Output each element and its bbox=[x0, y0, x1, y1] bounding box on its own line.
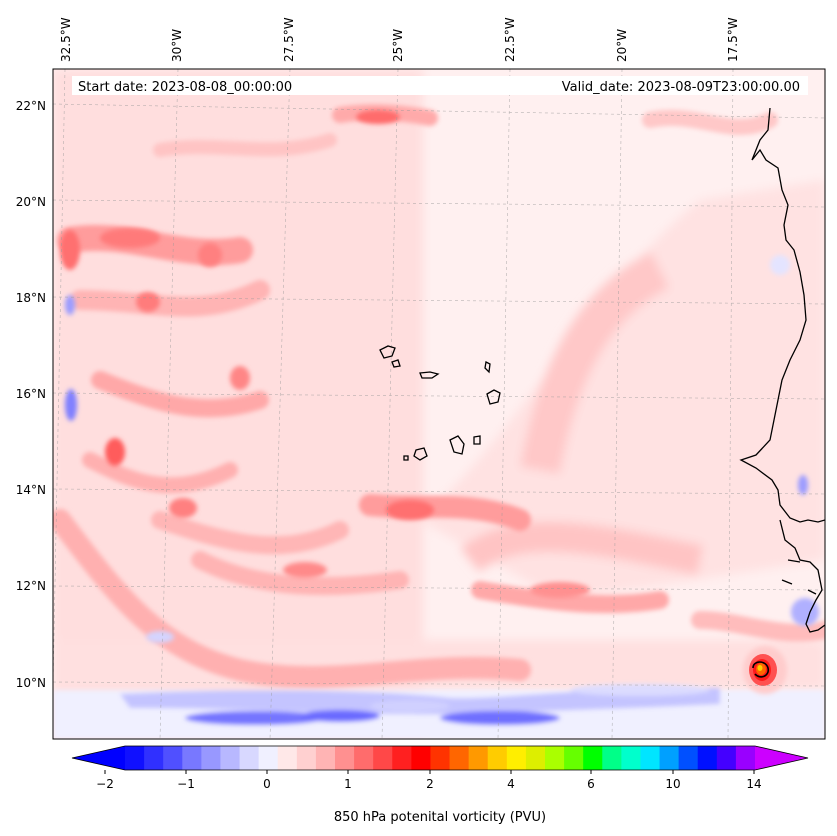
gridlines bbox=[53, 69, 825, 739]
colorbar: −2 −1 0 1 2 4 6 10 14 bbox=[71, 745, 809, 791]
colorbar-tick-label: 10 bbox=[665, 777, 680, 791]
pv-vortex bbox=[743, 646, 787, 694]
island-boa-vista bbox=[486, 389, 501, 405]
colorbar-swatch bbox=[506, 746, 527, 770]
colorbar-tick-label: 6 bbox=[587, 777, 595, 791]
colorbar-swatch bbox=[468, 746, 489, 770]
valid-date-label: Valid_date: 2023-08-09T23:00:00.00 bbox=[562, 80, 800, 95]
island-sao-nicolau bbox=[419, 371, 440, 379]
island-brava bbox=[403, 455, 409, 461]
colorbar-swatch bbox=[716, 746, 737, 770]
island-maio bbox=[473, 435, 481, 445]
colorbar-swatch bbox=[525, 746, 546, 770]
coastlines bbox=[379, 107, 825, 633]
lon-tick-label: 32.5°W bbox=[59, 17, 73, 62]
lon-tick-label: 25°W bbox=[391, 29, 405, 62]
colorbar-tick-label: 2 bbox=[426, 777, 434, 791]
lat-tick-label: 12°N bbox=[16, 579, 46, 593]
lon-tick-label: 20°W bbox=[615, 29, 629, 62]
lat-tick-label: 10°N bbox=[16, 676, 46, 690]
colorbar-swatch bbox=[182, 746, 202, 770]
lon-tick-label: 22.5°W bbox=[503, 17, 517, 62]
colorbar-swatch bbox=[277, 746, 298, 770]
island-fogo bbox=[413, 447, 428, 461]
colorbar-label: 850 hPa potenital vorticity (PVU) bbox=[334, 810, 546, 825]
africa-coast bbox=[739, 107, 825, 523]
pv-red-blobs bbox=[60, 110, 590, 598]
colorbar-tick-label: 14 bbox=[746, 777, 761, 791]
colorbar-swatch bbox=[239, 746, 260, 770]
colorbar-tick-label: 0 bbox=[263, 777, 271, 791]
lat-tick-label: 16°N bbox=[16, 387, 46, 401]
start-date-label: Start date: 2023-08-08_00:00:00 bbox=[78, 80, 292, 95]
colorbar-tick-label: 4 bbox=[507, 777, 515, 791]
colorbar-swatch bbox=[373, 746, 393, 770]
colorbar-swatch bbox=[144, 746, 164, 770]
colorbar-swatch bbox=[545, 746, 565, 770]
colorbar-swatch bbox=[640, 746, 661, 770]
island-sao-vicente bbox=[391, 359, 401, 368]
lat-tick-label: 20°N bbox=[16, 195, 46, 209]
colorbar-swatch bbox=[659, 746, 680, 770]
colorbar-swatch bbox=[564, 746, 584, 770]
colorbar-swatch bbox=[487, 746, 508, 770]
colorbar-extend-low bbox=[72, 746, 125, 770]
lon-tick-label: 30°W bbox=[170, 29, 184, 62]
lon-tick-label: 27.5°W bbox=[282, 17, 296, 62]
colorbar-swatch bbox=[335, 746, 355, 770]
colorbar-tick-label: −2 bbox=[96, 777, 114, 791]
lon-tick-label: 17.5°W bbox=[726, 17, 740, 62]
colorbar-swatch bbox=[220, 746, 241, 770]
map-area bbox=[53, 69, 825, 739]
colorbar-swatch bbox=[125, 746, 145, 770]
colorbar-extend-high bbox=[755, 746, 808, 770]
island-santiago bbox=[449, 435, 465, 455]
island-santo-antao bbox=[379, 345, 396, 359]
annotation-box bbox=[72, 76, 808, 95]
island-sal bbox=[484, 361, 491, 374]
colorbar-swatch bbox=[201, 746, 221, 770]
colorbar-outline bbox=[71, 745, 809, 771]
lat-tick-label: 14°N bbox=[16, 483, 46, 497]
colorbar-swatch bbox=[735, 746, 756, 770]
colorbar-swatch bbox=[315, 746, 336, 770]
colorbar-swatch bbox=[354, 746, 374, 770]
latitude-labels: 22°N 20°N 18°N 16°N 14°N 12°N 10°N bbox=[16, 99, 46, 690]
colorbar-swatch bbox=[411, 746, 431, 770]
colorbar-swatch bbox=[258, 746, 279, 770]
map-frame bbox=[52, 68, 826, 740]
lat-tick-label: 22°N bbox=[16, 99, 46, 113]
longitude-labels: 32.5°W 30°W 27.5°W 25°W 22.5°W 20°W 17.5°W bbox=[59, 17, 740, 62]
colorbar-swatch bbox=[602, 746, 622, 770]
colorbar-swatch bbox=[296, 746, 317, 770]
colorbar-tick-label: 1 bbox=[344, 777, 352, 791]
lat-tick-label: 18°N bbox=[16, 291, 46, 305]
colorbar-swatch bbox=[697, 746, 718, 770]
colorbar-swatch bbox=[583, 746, 603, 770]
colorbar-swatch bbox=[430, 746, 451, 770]
pv-negative-areas bbox=[53, 255, 825, 739]
colorbar-swatch bbox=[621, 746, 641, 770]
colorbar-swatch bbox=[163, 746, 183, 770]
colorbar-swatch bbox=[678, 746, 699, 770]
colorbar-tick-label: −1 bbox=[177, 777, 195, 791]
colorbar-swatch bbox=[392, 746, 412, 770]
colorbar-swatch bbox=[449, 746, 470, 770]
